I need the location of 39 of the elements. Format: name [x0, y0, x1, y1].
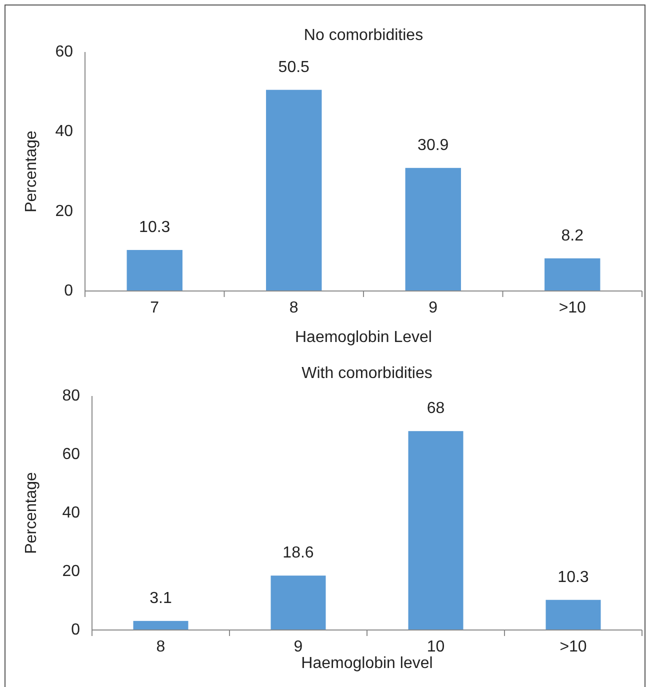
- x-tick-label: 7: [150, 299, 160, 316]
- bar: [405, 168, 461, 291]
- y-tick-label: 20: [55, 202, 74, 220]
- data-label: 3.1: [150, 590, 172, 607]
- y-axis-title: Percentage: [23, 472, 40, 554]
- y-tick-label: 60: [62, 446, 80, 463]
- y-axis-title: Percentage: [23, 130, 40, 212]
- bar: [408, 431, 464, 630]
- data-label: 50.5: [278, 58, 310, 76]
- x-tick-label: 8: [289, 299, 298, 316]
- y-tick-label: 0: [64, 282, 74, 300]
- data-label: 8.2: [561, 227, 584, 244]
- x-axis-title: Haemoglobin Level: [295, 329, 432, 346]
- y-tick-label: 0: [71, 622, 80, 638]
- x-tick-label: >10: [558, 299, 586, 316]
- chart-title: No comorbidities: [304, 27, 424, 44]
- y-tick-label: 60: [55, 44, 74, 60]
- x-tick-label: 9: [294, 638, 303, 656]
- y-tick-label: 20: [62, 563, 80, 580]
- data-label: 30.9: [418, 136, 449, 154]
- x-tick-label: 8: [156, 638, 166, 656]
- y-tick-label: 40: [62, 504, 80, 522]
- bar: [546, 600, 601, 630]
- bar: [544, 258, 600, 291]
- data-label: 10.3: [139, 218, 170, 236]
- bar: [266, 90, 322, 291]
- y-tick-label: 80: [62, 388, 80, 404]
- bar: [133, 620, 188, 630]
- data-label: 18.6: [282, 544, 314, 562]
- x-tick-label: >10: [560, 638, 587, 656]
- bar: [126, 250, 182, 291]
- x-tick-label: 9: [428, 299, 438, 316]
- bar: [270, 576, 326, 630]
- y-tick-label: 40: [55, 123, 74, 140]
- data-label: 68: [426, 400, 445, 418]
- data-label: 10.3: [558, 568, 589, 586]
- x-tick-label: 10: [426, 638, 445, 656]
- x-axis-title: Haemoglobin level: [301, 655, 433, 672]
- chart-title: With comorbidities: [302, 365, 432, 382]
